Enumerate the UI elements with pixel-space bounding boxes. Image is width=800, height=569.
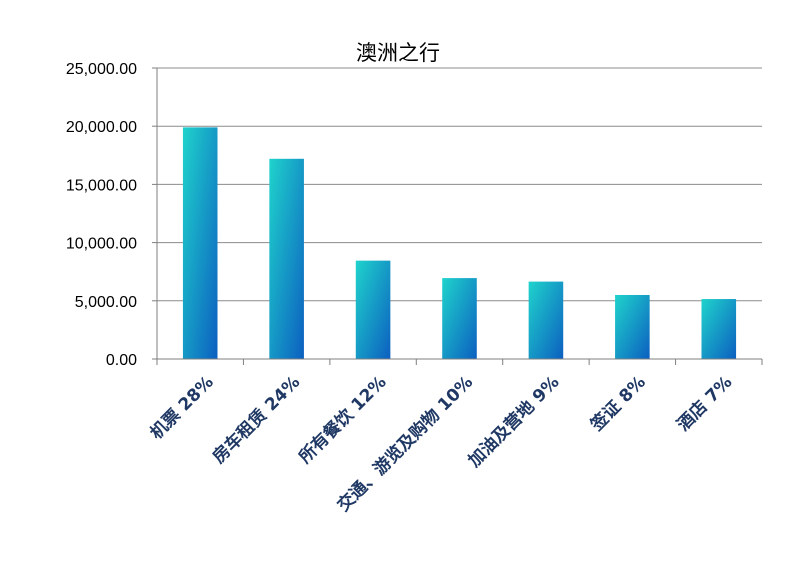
bar bbox=[528, 281, 564, 359]
bar bbox=[182, 127, 218, 359]
bar bbox=[442, 278, 477, 359]
y-tick-label: 25,000.00 bbox=[66, 61, 137, 78]
x-tick-label: 酒店 7% bbox=[673, 372, 736, 435]
y-tick-label: 15,000.00 bbox=[66, 177, 137, 194]
chart-title: 澳洲之行 bbox=[356, 41, 440, 65]
x-tick-label: 加油及营地 9% bbox=[463, 372, 563, 472]
y-tick-label: 10,000.00 bbox=[66, 236, 137, 253]
axes bbox=[156, 68, 762, 360]
y-tick-label: 0.00 bbox=[106, 352, 137, 369]
bar bbox=[615, 294, 650, 359]
bar bbox=[355, 260, 391, 359]
x-tick-label: 签证 8% bbox=[586, 372, 650, 436]
y-tick-label: 20,000.00 bbox=[66, 119, 137, 136]
y-axis-ticks: 0.00 5,000.00 10,000.00 15,000.00 20,000.00 2… bbox=[66, 61, 157, 369]
gridlines bbox=[157, 67, 762, 302]
x-tick-label: 机票 28% bbox=[146, 372, 218, 444]
x-tick-label: 房车租赁 24% bbox=[208, 372, 304, 468]
bars bbox=[182, 127, 737, 359]
bar bbox=[269, 158, 304, 359]
x-tick-label: 所有餐饮 12% bbox=[295, 372, 391, 468]
y-tick-label: 5,000.00 bbox=[75, 294, 137, 311]
bar bbox=[701, 299, 737, 359]
x-axis-ticks: 机票 28%房车租赁 24%所有餐饮 12%交通、游览及购物 10%加油及营地 … bbox=[146, 359, 763, 516]
